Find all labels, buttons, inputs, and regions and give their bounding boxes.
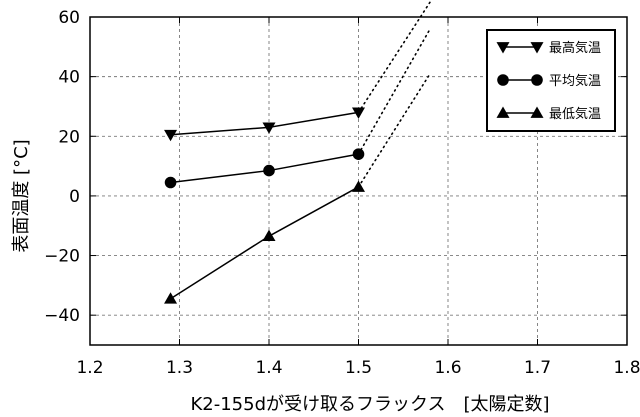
x-tick-label: 1.6 <box>434 358 461 378</box>
legend-marker <box>531 74 543 86</box>
legend-label: 最高気温 <box>549 40 601 56</box>
y-tick-label: 20 <box>58 127 80 147</box>
legend-marker <box>497 74 509 86</box>
legend-label: 最低気温 <box>549 106 601 122</box>
series-1-extrapolation-line <box>357 1 431 114</box>
legend-entry-3: 最低気温 <box>496 106 601 122</box>
series-3-point-2 <box>262 229 276 242</box>
x-axis-label: K2-155dが受け取るフラックス [太陽定数] <box>190 394 549 415</box>
x-tick-label: 1.3 <box>166 358 193 378</box>
plot-frame <box>89 16 628 346</box>
series-3-extrapolation-line <box>357 72 431 188</box>
series-3-point-3 <box>352 180 365 192</box>
series-3-point-1 <box>164 292 178 304</box>
x-tick-label: 1.2 <box>76 358 103 378</box>
legend-label: 平均気温 <box>549 73 601 89</box>
series-2-point-2 <box>263 164 275 177</box>
series-2 <box>164 28 431 189</box>
y-tick-label: 60 <box>58 8 80 28</box>
legend-marker <box>496 42 510 54</box>
series-3 <box>164 72 431 304</box>
series-1-point-1 <box>164 129 178 142</box>
series-2-extrapolation-line <box>357 28 431 155</box>
y-tick-label: −20 <box>44 247 80 267</box>
y-tick-label: −40 <box>44 306 80 326</box>
legend-marker <box>496 106 510 118</box>
y-tick-label: 0 <box>69 187 80 207</box>
legend-marker <box>530 106 544 118</box>
y-axis-label: 表面温度 [°C] <box>11 139 32 252</box>
series-2-point-3 <box>352 148 365 160</box>
legend-entry-2: 平均気温 <box>497 73 601 89</box>
x-tick-label: 1.8 <box>613 358 640 378</box>
y-tick-label: 40 <box>58 68 80 88</box>
series-group <box>164 1 431 304</box>
series-1-point-3 <box>352 107 365 119</box>
legend-marker <box>530 42 544 54</box>
x-tick-label: 1.5 <box>345 358 372 378</box>
series-1 <box>164 1 431 142</box>
series-2-point-1 <box>164 176 177 189</box>
x-tick-label: 1.4 <box>255 358 282 378</box>
x-tick-label: 1.7 <box>524 358 551 378</box>
legend-entry-1: 最高気温 <box>496 40 601 56</box>
tick-labels: 1.2 1.3 1.4 1.5 1.6 1.7 1.8 −40 −20 0 20 40 60 <box>44 8 640 378</box>
series-1-point-2 <box>262 122 276 134</box>
tick-marks <box>89 16 628 345</box>
